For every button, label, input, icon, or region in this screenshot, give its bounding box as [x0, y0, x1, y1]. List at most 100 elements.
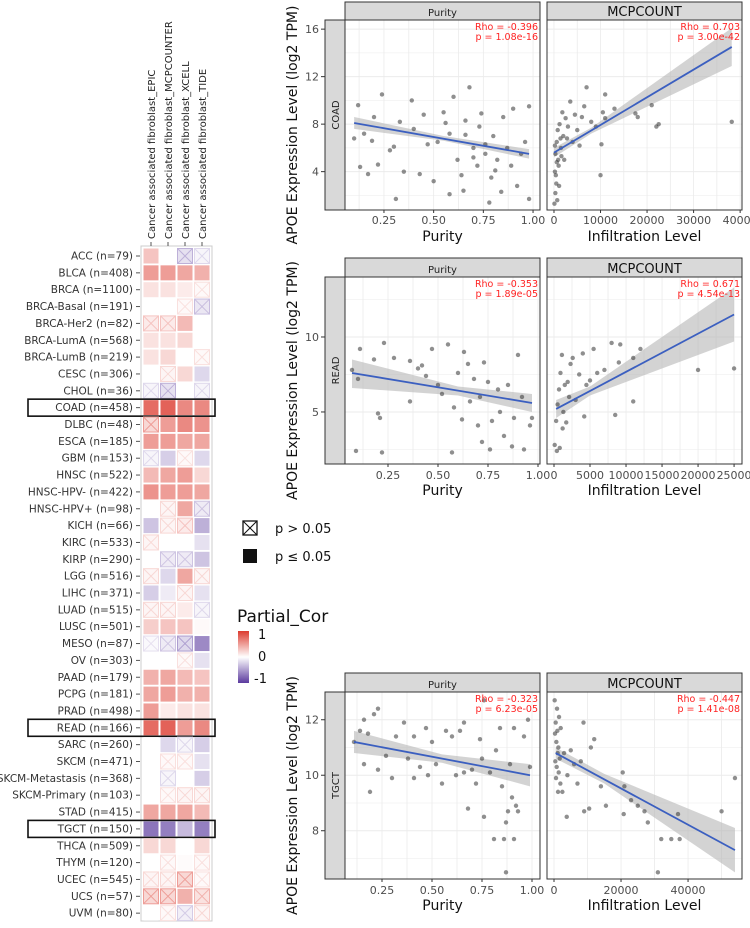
row-label: COAD (n=458) [55, 402, 133, 414]
data-point [552, 169, 558, 174]
heatmap-cell [160, 467, 176, 483]
data-point [602, 92, 608, 97]
row-label: OV (n=303) [71, 655, 133, 667]
nonsig-cross [177, 787, 193, 804]
nonsig-cross-box [194, 349, 210, 366]
nonsig-cross-box [160, 635, 176, 652]
heatmap-cell [194, 518, 210, 534]
heatmap-cell [160, 703, 176, 719]
nonsig-cross-box [143, 635, 159, 652]
data-point [375, 411, 381, 416]
heatmap-cell [194, 484, 210, 500]
data-point [441, 110, 446, 115]
row-label: KICH (n=66) [67, 520, 133, 532]
data-point [493, 748, 499, 753]
data-point [575, 781, 580, 786]
nonsig-cross [177, 551, 193, 568]
data-point [467, 85, 472, 90]
rho-value: Rho = -0.396 [475, 22, 538, 33]
data-point [559, 352, 565, 358]
nonsig-cross-box [143, 382, 159, 399]
heatmap-cell [160, 669, 176, 685]
data-point [552, 442, 557, 448]
data-point [575, 127, 580, 133]
data-point [355, 376, 361, 382]
data-point [622, 784, 627, 789]
heatmap-cell [143, 754, 159, 769]
data-point [602, 116, 608, 121]
data-point [560, 789, 565, 795]
data-point [616, 360, 622, 365]
row-label: TGCT (n=150) [57, 823, 133, 835]
data-point [361, 717, 367, 722]
scatter-row-tgct: TGCT 8 10 12 APOE Expression Level (log2 TPM… [285, 672, 743, 915]
data-point [433, 761, 439, 767]
regression-line [351, 372, 533, 404]
nonsig-cross [194, 281, 210, 298]
y-tick-label: 4 [312, 166, 319, 179]
nonsig-cross-box [160, 365, 176, 382]
row-strip-label: TGCT [331, 771, 342, 800]
data-point [405, 756, 411, 761]
nonsig-cross [194, 382, 210, 399]
data-point [553, 759, 558, 764]
heatmap-cell [177, 703, 193, 719]
data-point [375, 706, 381, 711]
nonsig-cross-box [160, 601, 176, 618]
data-point [397, 119, 403, 124]
nonsig-cross-box [160, 888, 176, 905]
heatmap-cell [160, 400, 176, 416]
heatmap-cell [160, 299, 176, 315]
data-point [581, 720, 586, 725]
data-point [451, 405, 457, 410]
heatmap-cell [194, 770, 210, 786]
nonsig-cross [160, 517, 176, 534]
heatmap-cell [143, 855, 159, 871]
nonsig-cross-box [177, 517, 193, 534]
data-point [582, 104, 587, 109]
rho-value: Rho = 0.671 [680, 279, 740, 290]
data-point [501, 433, 507, 439]
data-point [487, 200, 492, 205]
sig-legend-label: p ≤ 0.05 [275, 550, 331, 565]
heatmap-cell [194, 400, 210, 416]
data-point [493, 168, 498, 173]
heatmap-cell [143, 770, 159, 786]
data-point [572, 112, 578, 117]
heatmap-cell [143, 484, 159, 500]
data-point [576, 372, 582, 377]
data-point [565, 379, 570, 385]
data-point [481, 814, 487, 820]
regression-line [353, 741, 531, 777]
nonsig-cross-box [143, 888, 159, 905]
heatmap-cell [177, 400, 193, 416]
data-point [586, 806, 592, 811]
heatmap-cell [177, 332, 193, 348]
nonsig-cross-box [194, 905, 210, 922]
heatmap-cell [194, 450, 210, 466]
row-label: SKCM-Metastasis (n=368) [0, 773, 133, 785]
data-point [491, 133, 496, 139]
x-tick-label: 0.75 [470, 884, 495, 897]
heatmap-cell [143, 299, 159, 315]
heatmap-cell [160, 652, 176, 668]
data-point [407, 358, 413, 364]
heatmap-cell [143, 804, 159, 820]
data-point [355, 102, 361, 108]
data-point [554, 139, 559, 145]
row-label: BRCA-LumB (n=219) [24, 352, 133, 364]
nonsig-cross-box [177, 736, 193, 753]
data-point [554, 764, 559, 770]
data-point [599, 142, 604, 147]
nonsig-cross-box [177, 787, 193, 804]
data-point [495, 387, 501, 392]
column-strip [344, 257, 541, 278]
column-strip [344, 1, 541, 21]
nonsig-cross [194, 787, 210, 804]
data-point [591, 346, 596, 352]
data-point [387, 148, 393, 153]
data-point [589, 119, 594, 124]
